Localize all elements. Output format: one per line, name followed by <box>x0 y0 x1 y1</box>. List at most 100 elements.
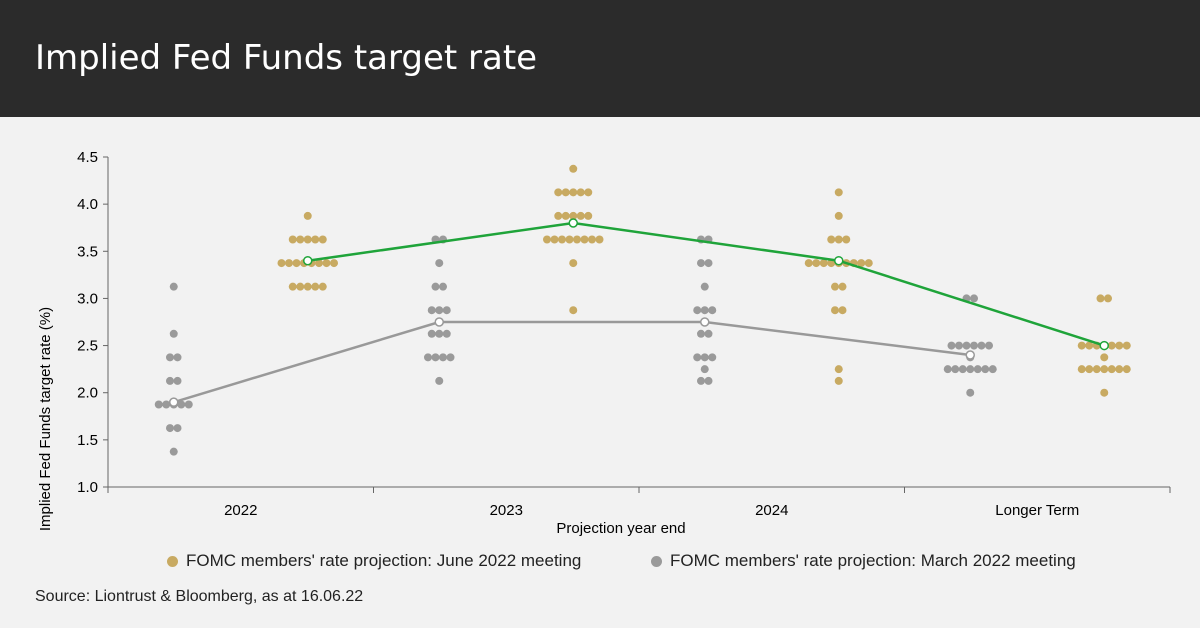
march-dot <box>970 294 978 303</box>
y-tick-label: 3.5 <box>77 243 98 260</box>
y-tick-label: 2.5 <box>77 338 98 355</box>
june-dot <box>311 282 320 291</box>
y-tick-label: 2.0 <box>77 385 98 402</box>
june-dot <box>838 282 847 291</box>
legend-dot-june <box>167 555 178 567</box>
legend-item-june: FOMC members' rate projection: June 2022… <box>167 551 581 571</box>
march-dot <box>169 447 178 456</box>
page-title: Implied Fed Funds target rate <box>35 38 538 78</box>
y-tick-label: 3.0 <box>77 290 98 307</box>
legend-item-march: FOMC members' rate projection: March 202… <box>651 551 1076 571</box>
axes: 1.0 1.5 2.0 2.5 3.0 3.5 4.0 4.5 2022 2023 2024 Long… <box>77 149 1171 519</box>
june-dot <box>303 211 312 220</box>
june-dot <box>838 306 847 315</box>
june-dot <box>296 282 305 291</box>
x-tick-label: 2023 <box>490 502 523 519</box>
march-dot <box>708 353 717 362</box>
march-dot <box>154 400 163 409</box>
june-dot <box>288 235 297 244</box>
june-dot <box>831 282 839 291</box>
x-axis-label: Projection year end <box>556 520 685 537</box>
june-dot <box>292 259 301 268</box>
march-median-marker <box>965 350 975 360</box>
y-tick-label: 1.0 <box>77 479 98 496</box>
june-dot <box>1104 294 1112 303</box>
june-dot <box>842 235 851 244</box>
june-dot <box>288 282 297 291</box>
june-median-marker <box>834 255 844 266</box>
june-dot <box>303 282 312 291</box>
march-dot <box>439 353 447 362</box>
june-dot <box>277 259 286 268</box>
march-dot <box>442 306 451 315</box>
x-tick-label: 2022 <box>224 502 257 519</box>
june-median-marker <box>568 218 578 228</box>
march-dot <box>173 424 182 433</box>
march-dot <box>435 329 444 338</box>
header-bar: Implied Fed Funds target rate <box>0 0 1200 117</box>
june-dot <box>834 211 843 220</box>
march-dot <box>427 306 436 315</box>
june-dot <box>1122 365 1131 374</box>
march-dot <box>439 282 447 291</box>
march-dot <box>988 365 997 374</box>
march-dot <box>700 353 709 362</box>
june-dot <box>1096 294 1105 303</box>
june-dot <box>543 235 551 244</box>
june-dot <box>322 259 331 268</box>
march-dot <box>177 400 186 409</box>
june-dot <box>1085 341 1094 350</box>
march-dot <box>693 306 702 315</box>
june-dot <box>550 235 559 244</box>
march-dot <box>943 365 952 374</box>
march-dot <box>169 329 178 338</box>
march-dot <box>162 400 171 409</box>
june-dot <box>595 235 604 244</box>
march-dot <box>951 365 960 374</box>
march-dot <box>700 282 709 291</box>
march-dot <box>446 353 455 362</box>
june-dot <box>558 235 566 244</box>
june-dot <box>315 259 323 268</box>
june-dot <box>831 306 839 315</box>
march-dot <box>166 424 174 433</box>
y-tick-label: 4.5 <box>77 149 98 166</box>
june-median-marker <box>1099 340 1109 351</box>
june-dot <box>1115 341 1124 350</box>
legend-dot-march <box>651 555 662 567</box>
june-dot <box>834 365 843 374</box>
y-tick-label: 4.0 <box>77 196 98 213</box>
june-dot <box>857 259 866 268</box>
march-dot <box>431 353 440 362</box>
march-dot <box>442 329 451 338</box>
march-dot <box>700 365 709 374</box>
june-dot <box>1107 341 1116 350</box>
june-dot <box>1077 341 1086 350</box>
march-dot <box>704 376 713 385</box>
march-dot <box>973 365 982 374</box>
march-dot <box>962 341 971 350</box>
june-dot <box>827 235 836 244</box>
june-dot <box>804 259 813 268</box>
march-dot <box>708 306 717 315</box>
june-dot <box>819 259 828 268</box>
june-dot <box>569 211 578 220</box>
legend-label-june: FOMC members' rate projection: June 2022… <box>186 551 582 570</box>
june-dot <box>1100 365 1109 374</box>
dots-layer <box>154 164 1131 456</box>
march-dot <box>173 353 182 362</box>
june-dot <box>569 188 578 197</box>
march-dot <box>427 329 436 338</box>
june-dot <box>554 188 563 197</box>
march-dot <box>966 365 975 374</box>
june-dot <box>584 211 593 220</box>
march-dot <box>977 341 986 350</box>
june-dot <box>834 376 843 385</box>
march-median-marker <box>169 397 179 407</box>
y-tick-label: 1.5 <box>77 432 98 449</box>
legend-label-march: FOMC members' rate projection: March 202… <box>670 551 1076 570</box>
june-median-marker <box>303 255 313 266</box>
june-dot <box>576 211 585 220</box>
june-dot <box>1077 365 1086 374</box>
june-dot <box>1100 388 1109 397</box>
